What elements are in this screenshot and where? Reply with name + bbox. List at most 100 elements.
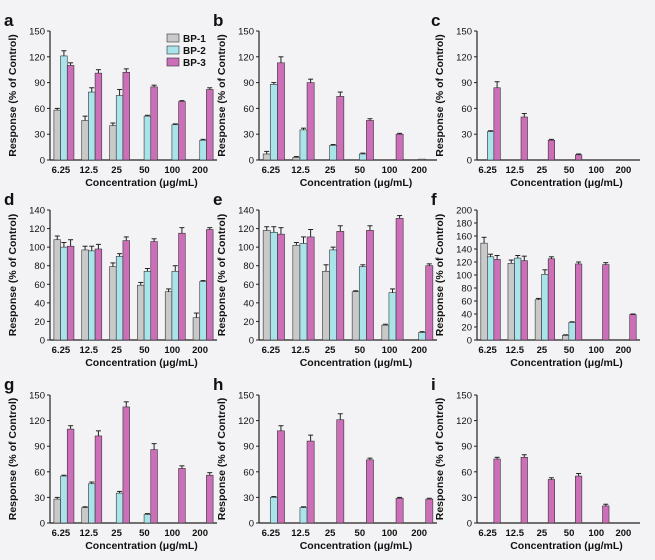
bar-bp-1 [53,498,61,524]
y-tick-label: 0 [249,156,254,167]
panel-label: i [431,375,436,394]
x-tick-label: 50 [564,528,575,539]
bar-bp-2 [329,249,338,341]
bar-bp-2 [329,145,338,161]
y-tick-label: 30 [243,493,254,504]
panel-a: a 0 30 60 90 120 150 Response (% of Control) 6.2… [4,11,217,189]
legend-label-bp-1: BP-1 [183,34,206,45]
y-tick-label: 60 [461,297,472,308]
y-axis-label: Response (% of Control) [7,214,19,337]
y-tick-label: 140 [456,245,472,256]
y-tick-label: 90 [34,442,45,453]
bar-bp-3 [336,419,345,524]
x-axis-label: Concentration (μg/mL) [300,177,413,189]
bar-bp-3 [150,449,158,524]
bar-bp-2 [269,231,278,341]
x-tick-label: 12.5 [291,165,310,176]
bar-bp-3 [575,154,583,161]
x-axis-label: Concentration (μg/mL) [300,540,413,552]
bar-bp-3 [206,89,214,161]
y-tick-label: 120 [456,52,472,63]
bar-bp-1 [109,266,117,341]
panel-d: d 0 20 40 60 80 100 120 140 Response (% of Contro… [4,190,217,369]
y-tick-label: 90 [34,78,45,89]
bar-bp-3 [493,458,501,524]
x-tick-label: 200 [192,345,208,356]
bar-bp-3 [575,475,583,524]
y-tick-label: 60 [34,280,45,291]
y-tick-label: 0 [40,336,45,347]
bar-bp-3 [366,120,374,161]
bar-bp-1 [262,230,271,341]
x-tick-label: 12.5 [506,345,525,356]
x-tick-label: 6.25 [262,345,281,356]
x-axis-label: Concentration (μg/mL) [85,357,198,369]
bar-bp-2 [143,514,152,524]
y-tick-label: 160 [456,232,472,243]
bar-bp-3 [575,263,583,341]
y-axis-label: Response (% of Control) [7,398,19,521]
panel-i: i 0 30 60 90 120 150 Response (% of Control) 6.2… [431,375,640,552]
bar-bp-2 [299,507,308,524]
bar-bp-3 [366,230,374,341]
bar-bp-2 [60,246,68,341]
bar-bp-3 [94,72,103,161]
x-axis-label: Concentration (μg/mL) [510,357,623,369]
x-tick-label: 12.5 [506,528,525,539]
bar-bp-3 [629,314,637,341]
y-tick-label: 120 [456,258,472,269]
x-tick-label: 50 [355,345,366,356]
bar-bp-2 [143,270,152,341]
x-tick-label: 50 [355,165,366,176]
legend-swatch-bp-1 [166,33,180,43]
bar-bp-2 [269,84,278,161]
y-tick-label: 120 [456,416,472,427]
y-tick-label: 30 [34,130,45,141]
y-tick-label: 180 [456,219,472,230]
bar-bp-3 [547,479,555,524]
bar-bp-3 [547,258,555,341]
y-tick-label: 0 [249,519,254,530]
bar-bp-2 [88,250,96,341]
bar-bp-3 [425,265,434,341]
y-tick-label: 20 [34,317,45,328]
panel-label: a [4,11,14,30]
panel-e: e 0 20 40 60 80 100 120 140 Response (% of Contro… [213,190,437,369]
y-tick-label: 90 [243,442,254,453]
y-tick-label: 150 [238,27,254,38]
bar-bp-2 [88,91,96,161]
bar-bp-3 [306,440,315,524]
x-axis-label: Concentration (μg/mL) [300,357,413,369]
x-tick-label: 100 [588,165,604,176]
x-tick-label: 100 [164,528,180,539]
panel-label: h [213,375,223,394]
y-tick-label: 140 [238,206,254,217]
panel-b: b 0 30 60 90 120 150 Response (% of Control) 6.2… [213,11,437,189]
bar-bp-3 [66,428,75,524]
y-tick-label: 100 [238,243,254,254]
bar-bp-2 [115,256,124,341]
x-tick-label: 6.25 [262,528,281,539]
bar-bp-2 [541,274,549,341]
x-tick-label: 100 [164,165,180,176]
bar-bp-3 [122,71,130,161]
bar-bp-1 [192,317,201,341]
bar-bp-2 [269,497,278,524]
y-tick-label: 30 [461,130,472,141]
panel-label: e [213,190,222,209]
bar-bp-1 [507,262,515,341]
x-tick-label: 6.25 [478,165,497,176]
x-tick-label: 6.25 [52,528,71,539]
y-tick-label: 90 [461,442,472,453]
x-tick-label: 50 [564,345,575,356]
bar-bp-2 [88,483,96,524]
x-tick-label: 200 [192,528,208,539]
panel-g: g 0 30 60 90 120 150 Response (% of Control) 6.2… [4,375,217,552]
y-tick-label: 30 [243,130,254,141]
x-tick-label: 100 [164,345,180,356]
bar-bp-3 [94,435,103,524]
bar-bp-3 [336,231,345,341]
panel-c: c 0 30 60 90 120 150 Response (% of Control) 6.2… [431,11,640,189]
x-tick-label: 50 [139,345,150,356]
